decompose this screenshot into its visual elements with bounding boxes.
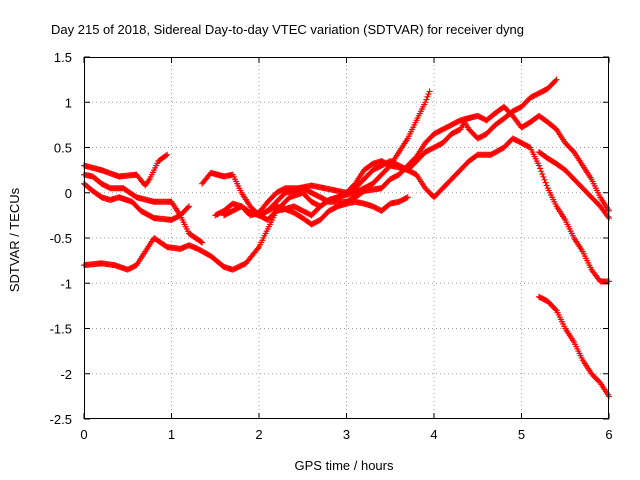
ticks: 0 1 2 3 4 5 6 -2.5 -2 -1.5 -1 -0.5 0 0.5 1 1.5 bbox=[50, 50, 613, 442]
data-point bbox=[541, 176, 548, 183]
data-point bbox=[552, 77, 559, 84]
y-tick-label: -0.5 bbox=[50, 231, 72, 246]
data-point bbox=[542, 179, 549, 186]
y-tick-label: 0 bbox=[65, 186, 72, 201]
series-track-7 bbox=[221, 76, 560, 219]
series-track-6 bbox=[212, 88, 433, 219]
y-tick-label: 1 bbox=[65, 95, 72, 110]
data-point bbox=[543, 182, 550, 189]
x-tick-label: 4 bbox=[430, 427, 437, 442]
y-tick-label: -2 bbox=[60, 367, 72, 382]
data-marks bbox=[81, 76, 612, 400]
data-point bbox=[539, 171, 546, 178]
data-point bbox=[186, 203, 192, 210]
data-point bbox=[422, 99, 429, 106]
data-point bbox=[424, 93, 431, 100]
series-track-3 bbox=[81, 180, 192, 223]
data-point bbox=[537, 165, 544, 172]
data-point bbox=[198, 238, 205, 245]
data-point bbox=[540, 173, 547, 180]
data-point bbox=[426, 88, 433, 95]
chart-title: Day 215 of 2018, Sidereal Day-to-day VTE… bbox=[51, 22, 524, 37]
data-point bbox=[199, 239, 206, 246]
data-point bbox=[536, 162, 542, 169]
series-track-1 bbox=[81, 151, 171, 189]
data-point bbox=[184, 204, 191, 211]
x-axis-label: GPS time / hours bbox=[295, 458, 394, 473]
grid bbox=[84, 57, 609, 419]
x-tick-label: 2 bbox=[255, 427, 262, 442]
x-tick-label: 0 bbox=[80, 427, 87, 442]
data-point bbox=[163, 152, 170, 159]
series-track-8 bbox=[256, 194, 411, 228]
y-tick-label: -2.5 bbox=[50, 412, 72, 427]
data-point bbox=[254, 245, 261, 252]
data-point bbox=[404, 194, 411, 201]
data-point bbox=[552, 306, 559, 313]
series-track-2 bbox=[81, 171, 206, 246]
x-tick-label: 5 bbox=[518, 427, 525, 442]
y-axis-label: SDTVAR / TECUs bbox=[7, 187, 22, 292]
y-tick-label: -1 bbox=[60, 276, 72, 291]
data-point bbox=[164, 151, 171, 158]
data-point bbox=[538, 168, 545, 175]
x-tick-label: 6 bbox=[605, 427, 612, 442]
y-tick-label: 0.5 bbox=[54, 141, 72, 156]
data-point bbox=[425, 91, 432, 98]
x-tick-label: 3 bbox=[343, 427, 350, 442]
x-tick-label: 1 bbox=[168, 427, 175, 442]
data-point bbox=[423, 96, 430, 103]
data-point bbox=[403, 194, 410, 201]
series-track-10 bbox=[536, 149, 612, 222]
y-tick-label: 1.5 bbox=[54, 50, 72, 65]
y-tick-label: -1.5 bbox=[50, 322, 72, 337]
data-point bbox=[553, 76, 560, 83]
